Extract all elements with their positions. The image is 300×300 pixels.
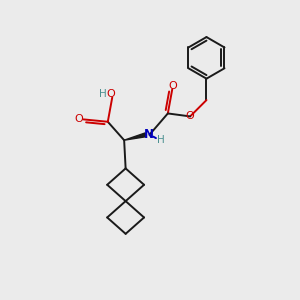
Text: O: O xyxy=(75,114,83,124)
Text: H: H xyxy=(157,135,164,145)
Text: O: O xyxy=(186,111,194,122)
Polygon shape xyxy=(124,133,146,140)
Text: O: O xyxy=(168,80,177,91)
Text: H: H xyxy=(99,89,106,99)
Text: N: N xyxy=(144,128,154,141)
Text: O: O xyxy=(106,89,115,99)
